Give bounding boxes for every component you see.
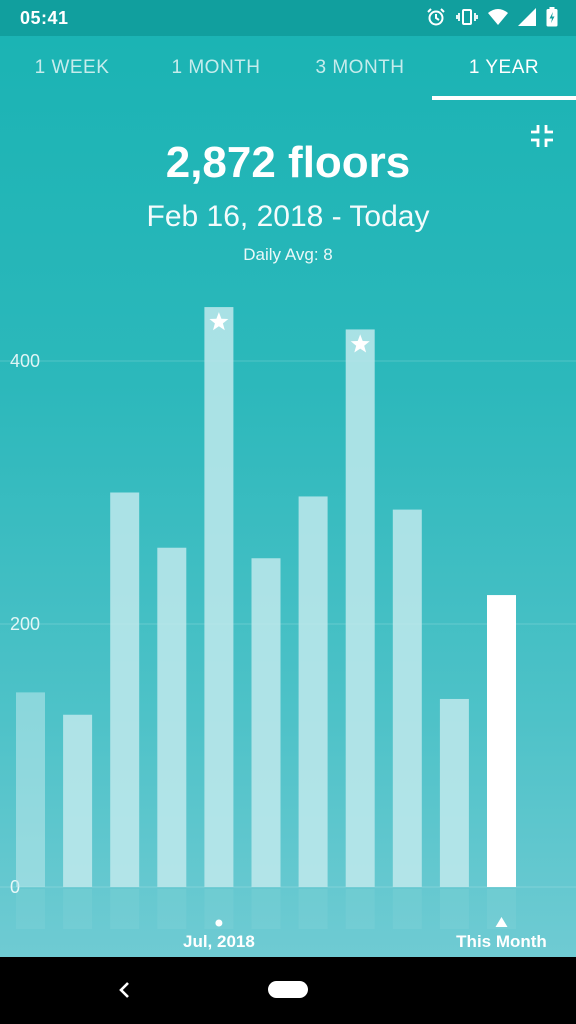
bar-reflection bbox=[16, 889, 45, 929]
bar bbox=[16, 692, 45, 887]
bar-reflection bbox=[251, 889, 281, 929]
bar-reflection bbox=[157, 889, 187, 929]
bar-reflection bbox=[63, 889, 93, 929]
bar bbox=[392, 509, 422, 887]
x-axis-label: This Month bbox=[456, 932, 547, 951]
y-tick-label: 0 bbox=[10, 877, 20, 897]
status-time: 05:41 bbox=[20, 8, 69, 28]
bar bbox=[345, 329, 375, 887]
y-tick-label: 400 bbox=[10, 351, 40, 371]
bar bbox=[251, 558, 281, 887]
signal-icon bbox=[518, 8, 536, 26]
bar bbox=[157, 547, 187, 887]
bar-reflection bbox=[439, 889, 469, 929]
bar bbox=[487, 595, 516, 887]
bar bbox=[439, 698, 469, 887]
collapse-icon[interactable] bbox=[528, 122, 556, 150]
floors-total: 2,872 floors bbox=[165, 138, 411, 187]
star-icon bbox=[209, 312, 229, 331]
date-range: Feb 16, 2018 - Today bbox=[146, 200, 430, 233]
home-pill[interactable] bbox=[268, 981, 308, 998]
month-dot-icon bbox=[215, 919, 223, 927]
range-tabs: 1 WEEK 1 MONTH 3 MONTH 1 YEAR bbox=[0, 36, 576, 100]
bar bbox=[110, 492, 140, 887]
status-bar: 05:41 bbox=[0, 0, 576, 36]
wifi-icon bbox=[488, 9, 508, 25]
back-icon[interactable] bbox=[112, 977, 138, 1003]
floors-bar-chart: 0 200 400 Jul, 2018 This Month bbox=[0, 307, 576, 951]
current-month-triangle-icon bbox=[495, 917, 508, 927]
bar-reflection bbox=[392, 889, 422, 929]
bar bbox=[204, 307, 234, 888]
vibrate-icon bbox=[456, 9, 478, 25]
bar-reflection bbox=[345, 889, 375, 929]
status-icons bbox=[426, 7, 558, 27]
bar bbox=[63, 714, 93, 887]
tab-1-week[interactable]: 1 WEEK bbox=[34, 57, 110, 78]
x-axis-label: Jul, 2018 bbox=[183, 932, 255, 951]
y-tick-label: 200 bbox=[10, 614, 40, 634]
tab-3-month[interactable]: 3 MONTH bbox=[315, 57, 405, 78]
bar bbox=[298, 496, 328, 887]
screen: 05:41 1 WEEK 1 bbox=[0, 0, 576, 957]
bar-reflection bbox=[110, 889, 140, 929]
alarm-icon bbox=[427, 8, 445, 26]
tab-1-year[interactable]: 1 YEAR bbox=[468, 57, 540, 78]
tab-1-month[interactable]: 1 MONTH bbox=[171, 57, 261, 78]
battery-icon bbox=[546, 7, 558, 27]
bar-reflection bbox=[298, 889, 328, 929]
active-tab-indicator bbox=[432, 96, 576, 100]
star-icon bbox=[350, 334, 370, 353]
daily-average: Daily Avg: 8 bbox=[243, 245, 333, 264]
